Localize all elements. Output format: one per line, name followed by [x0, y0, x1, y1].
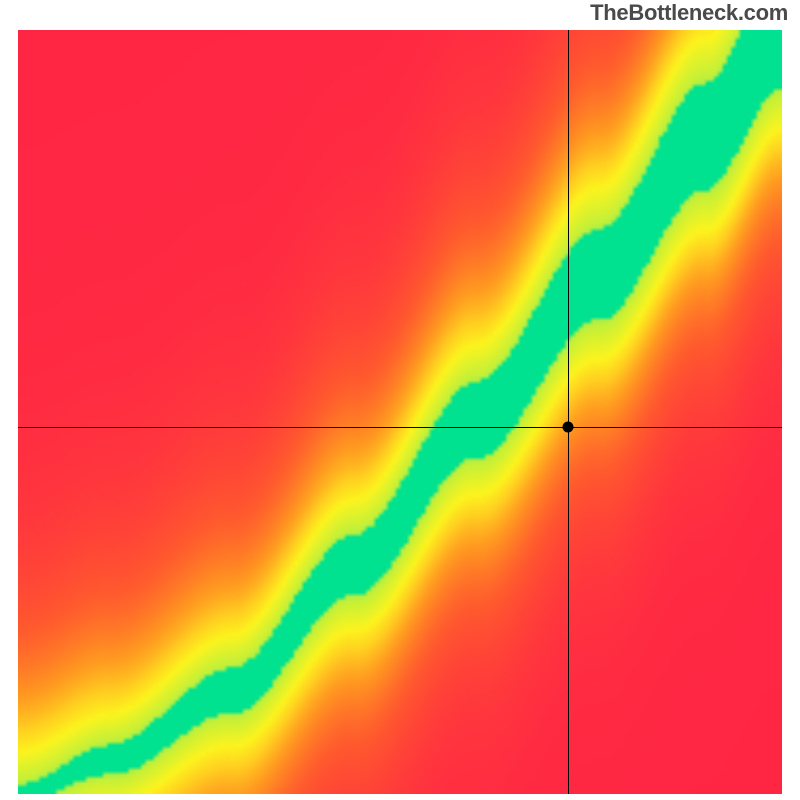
heatmap-canvas — [18, 30, 782, 794]
chart-container: TheBottleneck.com — [0, 0, 800, 800]
watermark-text: TheBottleneck.com — [590, 0, 788, 26]
heatmap-chart — [18, 30, 782, 794]
